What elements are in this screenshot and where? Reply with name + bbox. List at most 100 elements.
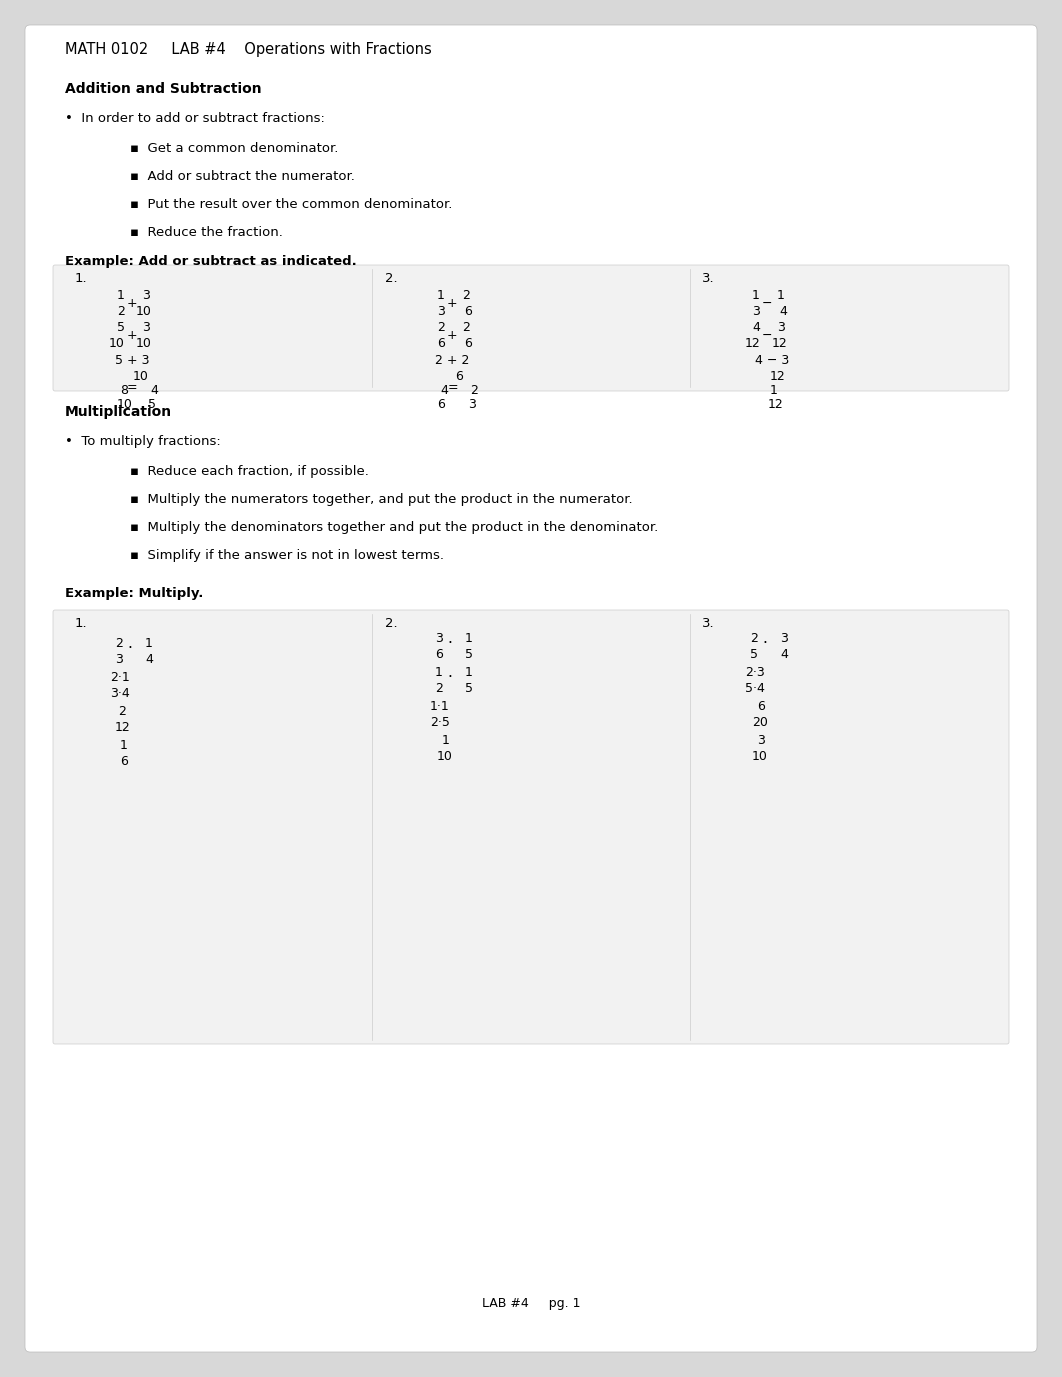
Text: +: + — [447, 329, 458, 341]
Text: 2 + 2: 2 + 2 — [435, 354, 469, 368]
Text: 6: 6 — [438, 337, 445, 350]
Text: 3: 3 — [752, 304, 760, 318]
Text: 3·4: 3·4 — [110, 687, 130, 700]
FancyBboxPatch shape — [53, 610, 1009, 1044]
Text: 2.: 2. — [386, 617, 397, 631]
Text: 2·3: 2·3 — [746, 666, 765, 679]
Text: •  In order to add or subtract fractions:: • In order to add or subtract fractions: — [65, 112, 325, 125]
Text: 2: 2 — [462, 321, 470, 335]
Text: 3: 3 — [142, 289, 150, 302]
Text: 3.: 3. — [702, 617, 715, 631]
Text: 2: 2 — [462, 289, 470, 302]
Text: 1: 1 — [145, 638, 153, 650]
Text: 5 + 3: 5 + 3 — [115, 354, 150, 368]
Text: 2: 2 — [117, 304, 125, 318]
Text: ▪  Multiply the numerators together, and put the product in the numerator.: ▪ Multiply the numerators together, and … — [130, 493, 633, 505]
Text: +: + — [127, 297, 138, 310]
Text: 1: 1 — [435, 666, 443, 679]
Text: 10: 10 — [752, 750, 768, 763]
Text: 6: 6 — [464, 304, 472, 318]
Text: 4: 4 — [752, 321, 760, 335]
Text: ·: · — [127, 642, 132, 655]
Text: 10: 10 — [133, 370, 149, 383]
Text: 12: 12 — [744, 337, 760, 350]
Text: 10: 10 — [136, 337, 152, 350]
FancyBboxPatch shape — [25, 25, 1037, 1352]
Text: 2: 2 — [118, 705, 126, 717]
Text: 12: 12 — [770, 370, 786, 383]
Text: LAB #4     pg. 1: LAB #4 pg. 1 — [482, 1297, 580, 1310]
Text: 4: 4 — [145, 653, 153, 666]
Text: 12: 12 — [771, 337, 787, 350]
Text: 8: 8 — [120, 384, 129, 397]
Text: 3: 3 — [757, 734, 765, 746]
Text: 6: 6 — [757, 700, 765, 713]
Text: 1: 1 — [770, 384, 777, 397]
Text: 3: 3 — [435, 632, 443, 644]
Text: 2.: 2. — [386, 273, 397, 285]
Text: 2: 2 — [438, 321, 445, 335]
Text: 2: 2 — [435, 682, 443, 695]
Text: 2: 2 — [750, 632, 758, 644]
Text: +: + — [127, 329, 138, 341]
Text: ▪  Get a common denominator.: ▪ Get a common denominator. — [130, 142, 339, 156]
Text: 1: 1 — [438, 289, 445, 302]
Text: 1: 1 — [120, 739, 127, 752]
Text: 6: 6 — [436, 398, 445, 410]
Text: 3: 3 — [115, 653, 123, 666]
Text: 5: 5 — [465, 682, 473, 695]
Text: =: = — [126, 381, 137, 394]
Text: +: + — [447, 297, 458, 310]
Text: ·: · — [447, 671, 451, 684]
Text: ·: · — [447, 636, 451, 651]
Text: 20: 20 — [752, 716, 768, 728]
Text: 2·5: 2·5 — [430, 716, 450, 728]
Text: MATH 0102     LAB #4    Operations with Fractions: MATH 0102 LAB #4 Operations with Fractio… — [65, 43, 432, 56]
Text: −: − — [763, 329, 772, 341]
Text: 10: 10 — [109, 337, 125, 350]
Text: 10: 10 — [436, 750, 452, 763]
Text: ·: · — [763, 636, 767, 651]
Text: Example: Multiply.: Example: Multiply. — [65, 587, 204, 600]
Text: 4 − 3: 4 − 3 — [755, 354, 789, 368]
Text: 6: 6 — [120, 755, 127, 768]
Text: 3: 3 — [468, 398, 476, 410]
Text: Addition and Subtraction: Addition and Subtraction — [65, 83, 261, 96]
Text: 1.: 1. — [75, 273, 88, 285]
Text: −: − — [763, 297, 772, 310]
Text: 2·1: 2·1 — [110, 671, 130, 684]
Text: 5: 5 — [750, 649, 758, 661]
Text: 10: 10 — [136, 304, 152, 318]
Text: 5: 5 — [148, 398, 156, 410]
Text: 3.: 3. — [702, 273, 715, 285]
Text: 5: 5 — [465, 649, 473, 661]
Text: =: = — [448, 381, 459, 394]
Text: 3: 3 — [142, 321, 150, 335]
Text: 6: 6 — [455, 370, 463, 383]
Text: Example: Add or subtract as indicated.: Example: Add or subtract as indicated. — [65, 255, 357, 269]
Text: ▪  Add or subtract the numerator.: ▪ Add or subtract the numerator. — [130, 169, 355, 183]
Text: 2: 2 — [115, 638, 123, 650]
Text: Multiplication: Multiplication — [65, 405, 172, 419]
Text: 1: 1 — [465, 632, 473, 644]
Text: 4: 4 — [780, 304, 787, 318]
Text: 12: 12 — [768, 398, 784, 410]
Text: ▪  Multiply the denominators together and put the product in the denominator.: ▪ Multiply the denominators together and… — [130, 521, 658, 534]
Text: 1: 1 — [117, 289, 125, 302]
Text: 5: 5 — [117, 321, 125, 335]
Text: •  To multiply fractions:: • To multiply fractions: — [65, 435, 221, 448]
Text: 2: 2 — [470, 384, 478, 397]
Text: 1: 1 — [442, 734, 450, 746]
Text: ▪  Put the result over the common denominator.: ▪ Put the result over the common denomin… — [130, 198, 452, 211]
Text: 3: 3 — [777, 321, 785, 335]
FancyBboxPatch shape — [53, 264, 1009, 391]
Text: 5·4: 5·4 — [746, 682, 765, 695]
Text: 1: 1 — [752, 289, 760, 302]
Text: 6: 6 — [435, 649, 443, 661]
Text: ▪  Reduce each fraction, if possible.: ▪ Reduce each fraction, if possible. — [130, 465, 369, 478]
Text: 1.: 1. — [75, 617, 88, 631]
Text: ▪  Reduce the fraction.: ▪ Reduce the fraction. — [130, 226, 282, 240]
Text: 4: 4 — [440, 384, 448, 397]
Text: 1: 1 — [777, 289, 785, 302]
Text: 6: 6 — [464, 337, 472, 350]
